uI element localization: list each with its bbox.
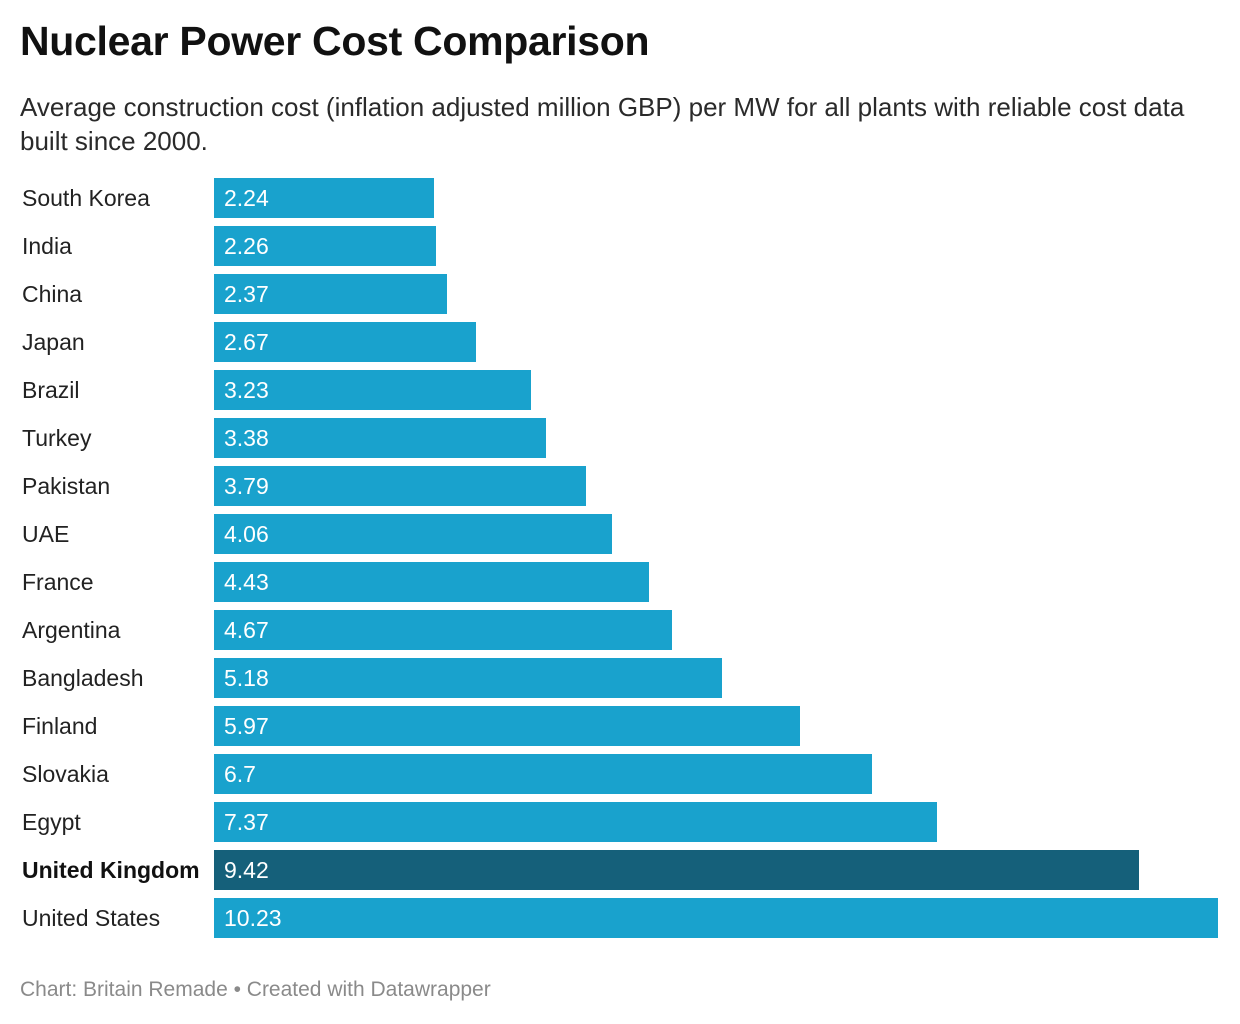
bar: [214, 850, 1139, 890]
category-label: Pakistan: [22, 473, 111, 499]
category-label: Slovakia: [22, 761, 109, 787]
value-label: 4.67: [224, 617, 269, 643]
bar: [214, 802, 938, 842]
value-label: 2.67: [224, 329, 269, 355]
category-label: China: [22, 281, 83, 307]
category-label: United States: [22, 905, 161, 931]
bar-row-united-kingdom: United Kingdom 9.42: [0, 850, 1240, 890]
bar: [214, 754, 872, 794]
bar: [214, 178, 434, 218]
bar-row-finland: Finland 5.97: [0, 706, 1240, 746]
value-label: 4.06: [224, 521, 269, 547]
bar: [214, 466, 586, 506]
bar: [214, 562, 649, 602]
bar: [214, 226, 436, 266]
bar-row-turkey: Turkey 3.38: [0, 418, 1240, 458]
bar: [214, 898, 1218, 938]
category-label: France: [22, 569, 94, 595]
bar: [214, 610, 673, 650]
bar-row-slovakia: Slovakia 6.7: [0, 754, 1240, 794]
value-label: 5.18: [224, 665, 269, 691]
value-label: 10.23: [224, 905, 282, 931]
bar-row-bangladesh: Bangladesh 5.18: [0, 658, 1240, 698]
bar-row-japan: Japan 2.67: [0, 322, 1240, 362]
value-label: 2.24: [224, 185, 269, 211]
value-label: 3.79: [224, 473, 269, 499]
value-label: 2.26: [224, 233, 269, 259]
bar-row-pakistan: Pakistan 3.79: [0, 466, 1240, 506]
bar-row-france: France 4.43: [0, 562, 1240, 602]
bar: [214, 514, 613, 554]
bar: [214, 370, 531, 410]
bar-row-egypt: Egypt 7.37: [0, 802, 1240, 842]
value-label: 9.42: [224, 857, 269, 883]
bar-row-south-korea: South Korea 2.24: [0, 178, 1240, 218]
bar: [214, 706, 800, 746]
category-label: Egypt: [22, 809, 81, 835]
chart-title: Nuclear Power Cost Comparison: [20, 18, 650, 64]
chart-subtitle: Average construction cost (inflation adj…: [20, 92, 1185, 156]
bar: [214, 274, 447, 314]
value-label: 3.38: [224, 425, 269, 451]
bar-row-united-states: United States 10.23: [0, 898, 1240, 938]
value-label: 6.7: [224, 761, 256, 787]
bar-row-uae: UAE 4.06: [0, 514, 1240, 554]
category-label: Bangladesh: [22, 665, 144, 691]
category-label: Argentina: [22, 617, 121, 643]
bar-row-india: India 2.26: [0, 226, 1240, 266]
category-label: Brazil: [22, 377, 80, 403]
value-label: 5.97: [224, 713, 269, 739]
value-label: 4.43: [224, 569, 269, 595]
bar-row-argentina: Argentina 4.67: [0, 610, 1240, 650]
category-label: UAE: [22, 521, 70, 547]
category-label: Turkey: [22, 425, 92, 451]
bar: [214, 658, 723, 698]
chart-footer: Chart: Britain Remade • Created with Dat…: [20, 978, 491, 1001]
bar: [214, 322, 477, 362]
value-label: 2.37: [224, 281, 269, 307]
category-label: Japan: [22, 329, 85, 355]
category-label: India: [22, 233, 72, 259]
bar: [214, 418, 546, 458]
category-label: United Kingdom: [22, 857, 200, 883]
category-label: South Korea: [22, 185, 150, 211]
category-label: Finland: [22, 713, 98, 739]
value-label: 7.37: [224, 809, 269, 835]
value-label: 3.23: [224, 377, 269, 403]
bar-row-china: China 2.37: [0, 274, 1240, 314]
bar-row-brazil: Brazil 3.23: [0, 370, 1240, 410]
